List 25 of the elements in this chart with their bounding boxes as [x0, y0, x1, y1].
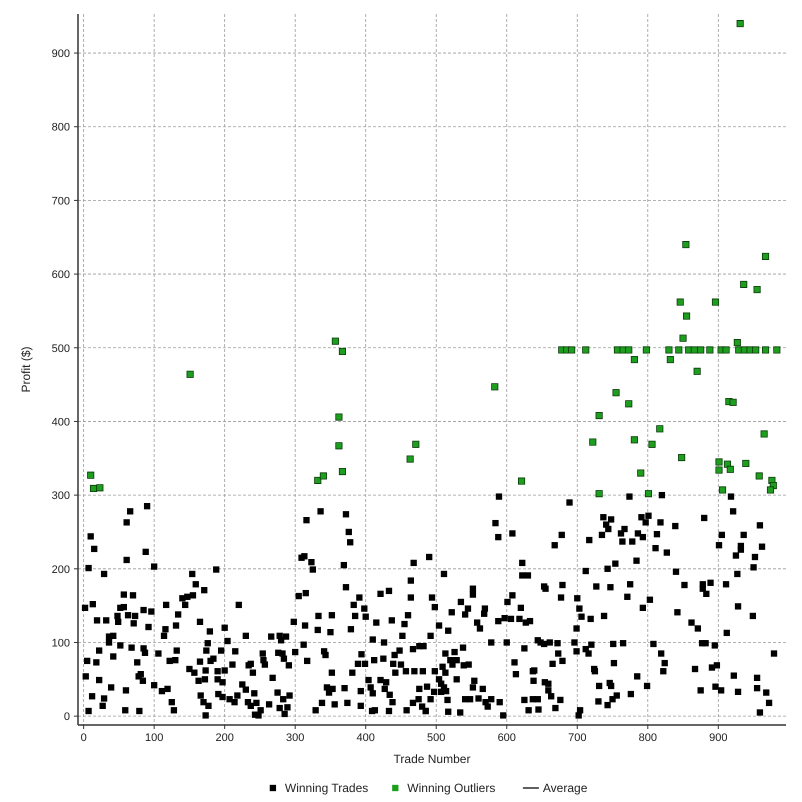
y-tick-label: 0	[64, 711, 70, 724]
legend-label: Winning Outliers	[407, 781, 496, 795]
legend-label: Winning Trades	[284, 781, 368, 795]
x-tick-label: 0	[80, 732, 87, 744]
y-tick-label: 500	[52, 342, 70, 355]
x-axis-title: Trade Number	[394, 752, 470, 766]
y-tick-label: 700	[52, 195, 70, 208]
legend-label: Average	[542, 781, 588, 795]
y-tick-label: 100	[52, 637, 70, 650]
y-tick-label: 900	[52, 48, 70, 60]
x-tick-label: 800	[638, 732, 657, 744]
y-tick-label: 300	[52, 490, 70, 502]
y-axis-title: Profit ($)	[19, 346, 33, 393]
y-tick-label: 200	[52, 564, 70, 576]
x-tick-label: 900	[709, 732, 728, 744]
y-tick-label: 400	[52, 416, 70, 428]
y-tick-label: 800	[52, 122, 70, 134]
x-tick-label: 600	[498, 732, 516, 744]
x-tick-label: 100	[144, 732, 164, 744]
y-tick-label: 600	[52, 269, 70, 282]
x-tick-label: 300	[286, 732, 304, 744]
x-tick-label: 400	[356, 732, 375, 744]
x-tick-label: 700	[568, 732, 586, 744]
x-tick-label: 200	[216, 732, 234, 744]
x-tick-label: 500	[427, 732, 446, 744]
